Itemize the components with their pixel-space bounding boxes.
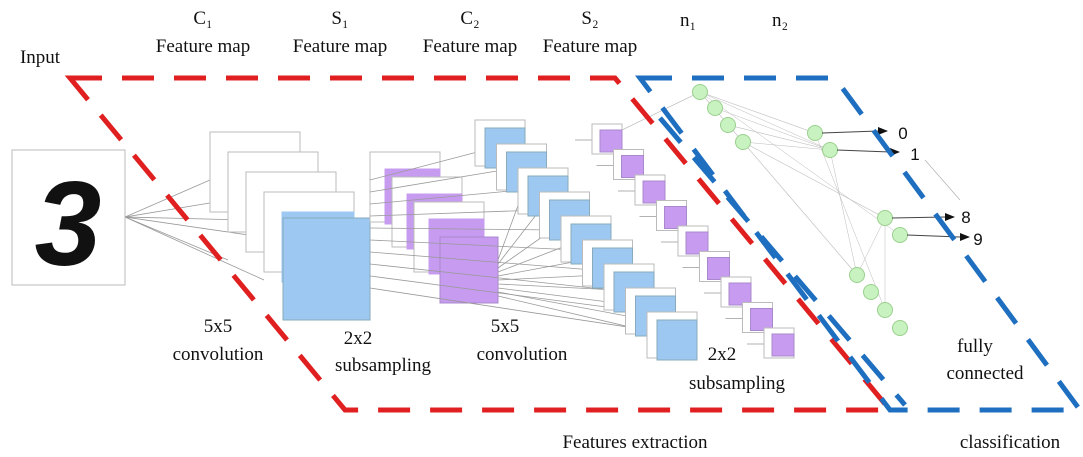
connection (815, 133, 885, 310)
connection (498, 200, 520, 260)
fc-label: fully (957, 336, 993, 357)
feature-map (686, 232, 708, 254)
input-label: Input (20, 47, 61, 68)
neuron (878, 303, 893, 318)
neuron (878, 211, 893, 226)
layer-name: C₂ (460, 8, 479, 29)
layer-name: C₁ (193, 8, 212, 29)
classification-inner (660, 118, 905, 405)
connection (822, 131, 878, 133)
output-label: 8 (961, 208, 970, 227)
operation: 5x5 (204, 316, 233, 337)
connection (857, 218, 885, 275)
arrow-head (878, 127, 888, 135)
feature-map (751, 309, 773, 331)
operation: convolution (173, 344, 264, 365)
neuron-label: n₁ (680, 10, 696, 31)
feature-map (657, 320, 697, 360)
connection (925, 160, 960, 200)
neuron (721, 118, 736, 133)
feature-map (729, 283, 751, 305)
neuron (736, 135, 751, 150)
feature-map (600, 130, 622, 152)
feature-map (622, 156, 644, 178)
feature-map (643, 181, 665, 203)
connection (743, 142, 885, 218)
fc-label: connected (946, 363, 1024, 384)
operation: 2x2 (708, 344, 737, 365)
layer-name: S₂ (581, 8, 598, 29)
region-label: classification (960, 432, 1061, 453)
feature-map (772, 334, 794, 356)
neuron-label: n₂ (772, 10, 788, 31)
operation: convolution (477, 344, 568, 365)
neuron (708, 101, 723, 116)
neuron (864, 285, 879, 300)
output-label: 0 (898, 124, 907, 143)
cnn-diagram: 3 Input C₁ Feature map S₁ Feature map C₂… (0, 0, 1083, 457)
layer-label: Feature map (543, 36, 637, 57)
arrow-head (945, 213, 955, 221)
neuron (893, 228, 908, 243)
layer-label: Feature map (423, 36, 517, 57)
operation: subsampling (689, 373, 786, 394)
layer-name: S₁ (331, 8, 348, 29)
layer-label: Feature map (293, 36, 387, 57)
operation: 5x5 (491, 316, 520, 337)
connection (700, 92, 830, 150)
output-label: 1 (910, 145, 919, 164)
neuron (808, 126, 823, 141)
feature-map (708, 258, 730, 280)
feature-map (665, 207, 687, 229)
operation: 2x2 (344, 328, 373, 349)
region-label: Features extraction (562, 432, 708, 453)
feature-map (283, 218, 370, 320)
connection (837, 150, 890, 152)
connection (830, 150, 857, 275)
output-label: 9 (973, 230, 982, 249)
neuron (823, 143, 838, 158)
neuron (850, 268, 865, 283)
neuron (693, 85, 708, 100)
connection (498, 215, 536, 264)
shapes (125, 85, 970, 361)
input-digit: 3 (35, 157, 102, 291)
neuron (893, 321, 908, 336)
operation: subsampling (335, 355, 432, 376)
feature-map (440, 237, 498, 303)
arrow-head (960, 233, 970, 241)
layer-label: Feature map (156, 36, 250, 57)
